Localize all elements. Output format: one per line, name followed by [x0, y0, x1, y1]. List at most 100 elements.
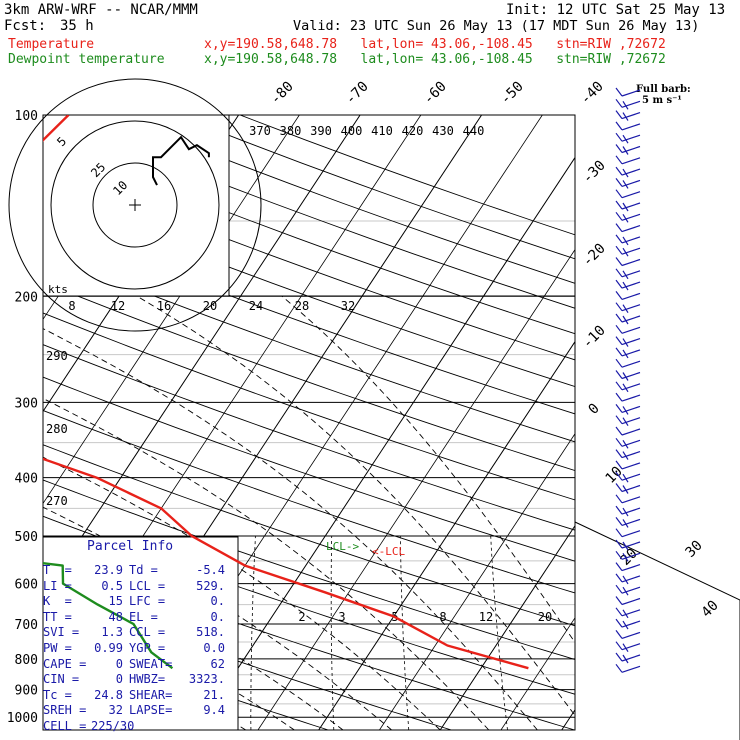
- wind-barb-icon: [621, 213, 641, 221]
- wind-barb-icon: [615, 471, 623, 481]
- temperature-tick-label: -50: [498, 79, 527, 108]
- hodograph-speed-label: 16: [157, 299, 171, 313]
- forecast-hour: 35 h: [60, 18, 94, 34]
- wind-barb-icon: [621, 541, 641, 549]
- wind-barb-icon: [621, 530, 641, 538]
- wind-barb-icon: [615, 211, 623, 221]
- isotherm-line: [196, 156, 575, 730]
- hodograph-ring: [50, 120, 220, 290]
- wind-barb-icon: [615, 494, 623, 504]
- wind-barb-icon: [615, 347, 623, 357]
- isotherm-line: [379, 432, 575, 730]
- parcel-value: 3323.: [188, 672, 225, 687]
- wind-barb-icon: [621, 168, 641, 176]
- mixing-ratio-line: [250, 535, 256, 730]
- theta-label: 390: [310, 124, 332, 138]
- parcel-key: Tc =: [43, 687, 72, 702]
- wind-barb-icon: [621, 123, 641, 131]
- theta-label: 410: [371, 124, 393, 138]
- wind-barb-icon: [621, 665, 641, 673]
- wind-barb-icon: [621, 202, 641, 210]
- mixing-ratio-line: [399, 535, 410, 730]
- wind-barb-icon: [622, 338, 629, 347]
- theta-label: 400: [341, 124, 363, 138]
- pressure-tick-label: 200: [15, 290, 38, 305]
- wind-barb-icon: [615, 336, 623, 345]
- wind-barb-icon: [621, 473, 641, 481]
- hodograph-ring: [92, 162, 178, 248]
- moist-adiabat-line: [281, 295, 575, 644]
- wind-barb-icon: [622, 552, 629, 562]
- theta-side-label: 270: [46, 494, 68, 508]
- parcel-value: 225/30: [91, 718, 135, 733]
- pressure-tick-label: 1000: [7, 711, 38, 726]
- dry-adiabat-line: [43, 193, 575, 388]
- wind-barb-icon: [622, 609, 629, 619]
- wind-barb-icon: [621, 292, 641, 300]
- wind-barb-icon: [622, 168, 629, 178]
- parcel-row: CELL = 225/30: [43, 719, 233, 735]
- temperature-legend: Temperature: [8, 37, 95, 52]
- parcel-row: CAPE = 0 SWEAT= 62: [43, 657, 233, 673]
- wind-barb-icon: [622, 146, 629, 155]
- moist-adiabat-line: [0, 296, 3, 730]
- wind-barb-icon: [622, 586, 629, 596]
- theta-label: 430: [432, 124, 454, 138]
- parcel-value: 15: [108, 594, 123, 609]
- wind-barb-icon: [621, 179, 641, 187]
- wind-barb-icon: [615, 528, 623, 538]
- wind-barb-icon: [622, 372, 629, 381]
- parcel-key: HWBZ=: [129, 672, 166, 687]
- isotherm-line: [622, 115, 740, 730]
- wind-barb-icon: [615, 652, 623, 662]
- parcel-key: PW =: [43, 640, 72, 655]
- wind-barb-icon: [622, 620, 629, 630]
- wind-barb-icon: [622, 519, 629, 528]
- parcel-key: LFC =: [129, 594, 166, 609]
- wind-barb-icon: [615, 268, 623, 278]
- wind-barb-icon: [615, 155, 623, 165]
- hodograph-trace: [152, 135, 210, 186]
- parcel-value: 529.: [196, 578, 225, 593]
- parcel-key: SREH =: [43, 703, 87, 718]
- dry-adiabat-line: [43, 444, 575, 627]
- lcl-marker-dewpoint: LCL->: [326, 540, 359, 553]
- wind-barb-icon: [621, 609, 641, 617]
- parcel-info-title: Parcel Info: [87, 539, 174, 554]
- wind-barb-icon: [615, 245, 623, 255]
- parcel-row: SVI = 1.3 CCL = 518.: [43, 625, 233, 641]
- dewpoint-legend: Dewpoint temperature: [8, 52, 165, 67]
- wind-barb-icon: [615, 234, 623, 244]
- parcel-key: TT =: [43, 609, 72, 624]
- parcel-value: 518.: [196, 625, 225, 640]
- wind-barb-icon: [622, 112, 629, 121]
- wind-barb-icon: [621, 394, 641, 402]
- wind-barb-icon: [615, 460, 623, 470]
- wind-barb-icon: [615, 189, 623, 199]
- pressure-tick-label: 400: [15, 472, 38, 487]
- pressure-tick-label: 700: [15, 618, 38, 633]
- mixing-ratio-label: 3: [338, 610, 345, 624]
- wind-barb-icon: [615, 663, 623, 673]
- wind-barb-icon: [621, 236, 641, 244]
- wind-barb-icon: [622, 541, 629, 551]
- wind-barb-icon: [615, 415, 623, 425]
- hodograph-ring: [8, 78, 262, 332]
- wind-barb-icon: [615, 517, 623, 526]
- wind-barb-icon: [621, 643, 641, 651]
- wind-barb-icon: [622, 485, 629, 494]
- wind-barb-icon: [615, 98, 623, 108]
- parcel-key: LAPSE=: [129, 703, 173, 718]
- wind-barb-icon: [622, 270, 629, 280]
- parcel-value: 0: [115, 672, 123, 687]
- wind-barb-icon: [621, 518, 641, 526]
- moist-adiabat-line: [43, 456, 441, 730]
- wind-barb-icon: [621, 439, 641, 447]
- wind-barb-icon: [615, 550, 623, 560]
- wind-barb-icon: [615, 313, 623, 323]
- theta-label: 370: [249, 124, 271, 138]
- mixing-ratio-label: 20: [538, 610, 552, 624]
- theta-side-label: 290: [46, 349, 68, 363]
- wind-barb-icon: [615, 132, 623, 142]
- wind-barb-icon: [615, 121, 623, 131]
